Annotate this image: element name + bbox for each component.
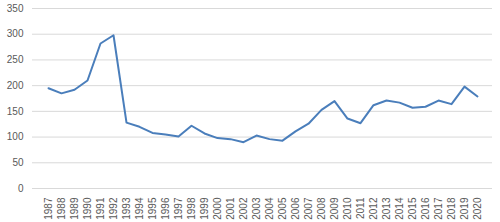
svg-text:2009: 2009	[329, 197, 340, 220]
svg-text:2006: 2006	[290, 197, 301, 220]
svg-text:1991: 1991	[95, 197, 106, 220]
svg-text:2015: 2015	[407, 197, 418, 220]
svg-text:150: 150	[7, 106, 24, 117]
svg-text:1998: 1998	[186, 197, 197, 220]
svg-text:1999: 1999	[199, 197, 210, 220]
svg-text:2004: 2004	[264, 197, 275, 220]
svg-text:1988: 1988	[56, 197, 67, 220]
svg-text:350: 350	[7, 3, 24, 14]
svg-text:2003: 2003	[251, 197, 262, 220]
svg-text:2018: 2018	[446, 197, 457, 220]
svg-text:1995: 1995	[147, 197, 158, 220]
svg-text:2007: 2007	[303, 197, 314, 220]
svg-text:200: 200	[7, 80, 24, 91]
svg-text:1990: 1990	[82, 197, 93, 220]
svg-text:250: 250	[7, 54, 24, 65]
svg-text:2011: 2011	[355, 197, 366, 219]
svg-text:2014: 2014	[394, 197, 405, 220]
svg-text:0: 0	[18, 183, 24, 194]
svg-text:2001: 2001	[225, 197, 236, 220]
svg-text:2008: 2008	[316, 197, 327, 220]
svg-text:1994: 1994	[134, 197, 145, 220]
svg-text:300: 300	[7, 28, 24, 39]
svg-text:1996: 1996	[160, 197, 171, 220]
svg-text:2002: 2002	[238, 197, 249, 220]
svg-text:1989: 1989	[69, 197, 80, 220]
svg-text:2012: 2012	[368, 197, 379, 220]
svg-text:2013: 2013	[381, 197, 392, 220]
svg-text:100: 100	[7, 131, 24, 142]
svg-text:2016: 2016	[420, 197, 431, 220]
svg-text:1987: 1987	[43, 197, 54, 220]
svg-text:1992: 1992	[108, 197, 119, 220]
svg-text:1993: 1993	[121, 197, 132, 220]
svg-text:2010: 2010	[342, 197, 353, 220]
svg-text:50: 50	[12, 157, 24, 168]
svg-text:2019: 2019	[459, 197, 470, 220]
svg-text:2005: 2005	[277, 197, 288, 220]
svg-text:1997: 1997	[173, 197, 184, 220]
svg-text:2017: 2017	[433, 197, 444, 220]
svg-text:2000: 2000	[212, 197, 223, 220]
svg-text:2020: 2020	[472, 197, 483, 220]
